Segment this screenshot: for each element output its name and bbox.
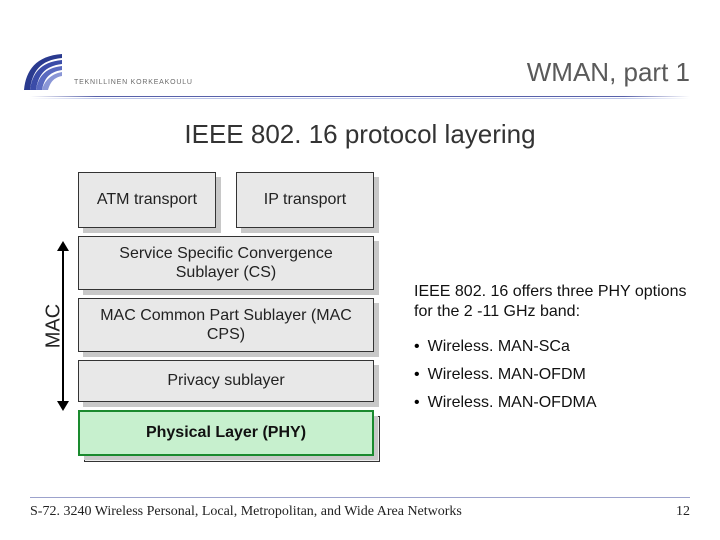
phy-intro-text: IEEE 802. 16 offers three PHY options fo… [414,282,690,322]
phy-box: Physical Layer (PHY) [78,410,374,456]
arrow-head-down-icon [57,401,69,411]
privacy-box: Privacy sublayer [78,360,374,402]
layer-stack: ATM transport IP transport Service Speci… [78,172,374,456]
arrow-line [62,250,64,402]
university-logo-icon [22,52,66,92]
list-item: Wireless. MAN-OFDMA [414,394,690,412]
list-item: Wireless. MAN-SCa [414,338,690,356]
logo-block: TEKNILLINEN KORKEAKOULU [22,52,193,92]
header-rule [0,92,720,99]
header: TEKNILLINEN KORKEAKOULU WMAN, part 1 [0,0,720,92]
atm-box: ATM transport [78,172,216,228]
footer: S-72. 3240 Wireless Personal, Local, Met… [30,497,690,520]
bullet-label: Wireless. MAN-OFDM [428,366,586,384]
page-number: 12 [676,504,690,520]
slide-topic: WMAN, part 1 [193,57,690,92]
bullet-label: Wireless. MAN-OFDMA [428,394,597,412]
page-title: IEEE 802. 16 protocol layering [0,119,720,150]
diagram-column: MAC ATM transport IP transport Service S… [30,172,374,456]
list-item: Wireless. MAN-OFDM [414,366,690,384]
course-code: S-72. 3240 Wireless Personal, Local, Met… [30,504,462,520]
mac-span-arrow: MAC [30,242,78,410]
content: MAC ATM transport IP transport Service S… [0,150,720,456]
transport-row: ATM transport IP transport [78,172,374,228]
cs-box: Service Specific Convergence Sublayer (C… [78,236,374,290]
right-column: IEEE 802. 16 offers three PHY options fo… [414,172,690,456]
university-name: TEKNILLINEN KORKEAKOULU [74,79,193,92]
ip-box: IP transport [236,172,374,228]
bullet-label: Wireless. MAN-SCa [428,338,570,356]
cps-box: MAC Common Part Sublayer (MAC CPS) [78,298,374,352]
phy-wrap: Physical Layer (PHY) [78,410,374,456]
phy-options-list: Wireless. MAN-SCa Wireless. MAN-OFDM Wir… [414,338,690,412]
